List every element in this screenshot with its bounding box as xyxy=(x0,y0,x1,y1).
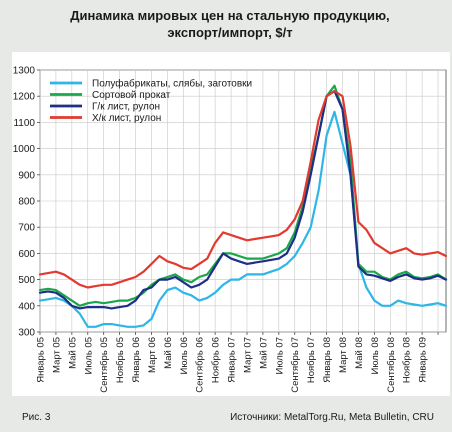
chart-title-line-2: экспорт/импорт, $/т xyxy=(167,25,293,40)
x-tick-label: Январь 05 xyxy=(36,337,47,383)
x-tick-label: Ноябрь 08 xyxy=(402,337,413,383)
y-tick-label: 800 xyxy=(18,197,35,208)
series-line-3 xyxy=(38,89,448,310)
y-tick-label: 1300 xyxy=(13,66,36,77)
x-tick-label: Май 08 xyxy=(354,337,365,369)
figure-label: Рис. 3 xyxy=(22,412,51,423)
x-tick-label: Май 07 xyxy=(258,337,269,369)
x-tick-label: Март 05 xyxy=(51,337,62,373)
y-tick-label: 1200 xyxy=(13,92,36,103)
y-tick-label: 600 xyxy=(18,249,35,260)
legend-label-2: Сортовой прокат xyxy=(92,90,171,101)
series-line-4 xyxy=(38,89,448,289)
legend-label-3: Г/к лист, рулон xyxy=(92,102,160,113)
legend-label-4: Х/к лист, рулон xyxy=(92,113,161,124)
axes: 300 400 500 600 700 800 900 1000 1100 1200 1300 Янв… xyxy=(13,66,439,393)
grid xyxy=(39,69,447,333)
x-tick-label: Январь 06 xyxy=(131,337,142,383)
y-tick-label: 1000 xyxy=(13,144,36,155)
x-tick-label: Июль 05 xyxy=(83,337,94,374)
x-tick-label: Июль 07 xyxy=(274,337,285,374)
series-lines xyxy=(38,84,448,328)
legend: Полуфабрикаты, слябы, заготовкиСортовой … xyxy=(50,78,252,124)
x-tick-label: Январь 07 xyxy=(227,337,238,383)
x-tick-label: Май 05 xyxy=(67,337,78,369)
x-tick-label: Ноябрь 06 xyxy=(211,337,222,383)
source-note: Источники: MetalTorg.Ru, Meta Bulletin, … xyxy=(230,412,434,423)
x-tick-label: Январь 09 xyxy=(418,337,429,383)
x-tick-label: Май 06 xyxy=(163,337,174,369)
y-tick-label: 1100 xyxy=(13,118,35,129)
y-tick-label: 300 xyxy=(18,328,35,339)
x-tick-label: Сентябрь 06 xyxy=(195,337,206,393)
x-tick-label: Март 08 xyxy=(338,337,349,373)
x-tick-label: Ноябрь 07 xyxy=(306,337,317,383)
x-tick-label: Сентябрь 05 xyxy=(99,337,110,393)
x-tick-label: Июль 08 xyxy=(370,337,381,374)
x-tick-label: Ноябрь 05 xyxy=(115,337,126,383)
y-tick-label: 400 xyxy=(18,301,35,312)
y-tick-label: 700 xyxy=(18,223,35,234)
x-tick-label: Март 06 xyxy=(147,337,158,373)
legend-label-1: Полуфабрикаты, слябы, заготовки xyxy=(92,78,252,90)
x-tick-label: Март 07 xyxy=(242,337,253,373)
caption-row: Рис. 3 Источники: MetalTorg.Ru, Meta Bul… xyxy=(0,404,452,432)
x-tick-label: Июль 06 xyxy=(179,337,190,374)
chart-title: Динамика мировых цен на стальную продукц… xyxy=(8,0,452,48)
series-line-2 xyxy=(38,84,448,307)
chart-title-line-1: Динамика мировых цен на стальную продукц… xyxy=(70,8,390,23)
line-chart: 300 400 500 600 700 800 900 1000 1100 1200 1300 Янв… xyxy=(13,66,448,393)
y-tick-label: 500 xyxy=(18,275,35,286)
x-tick-label: Январь 08 xyxy=(322,337,333,383)
x-tick-label: Сентябрь 08 xyxy=(386,337,397,393)
x-tick-label: Сентябрь 07 xyxy=(290,337,301,393)
series-line-1 xyxy=(38,110,448,328)
y-tick-label: 900 xyxy=(18,170,35,181)
